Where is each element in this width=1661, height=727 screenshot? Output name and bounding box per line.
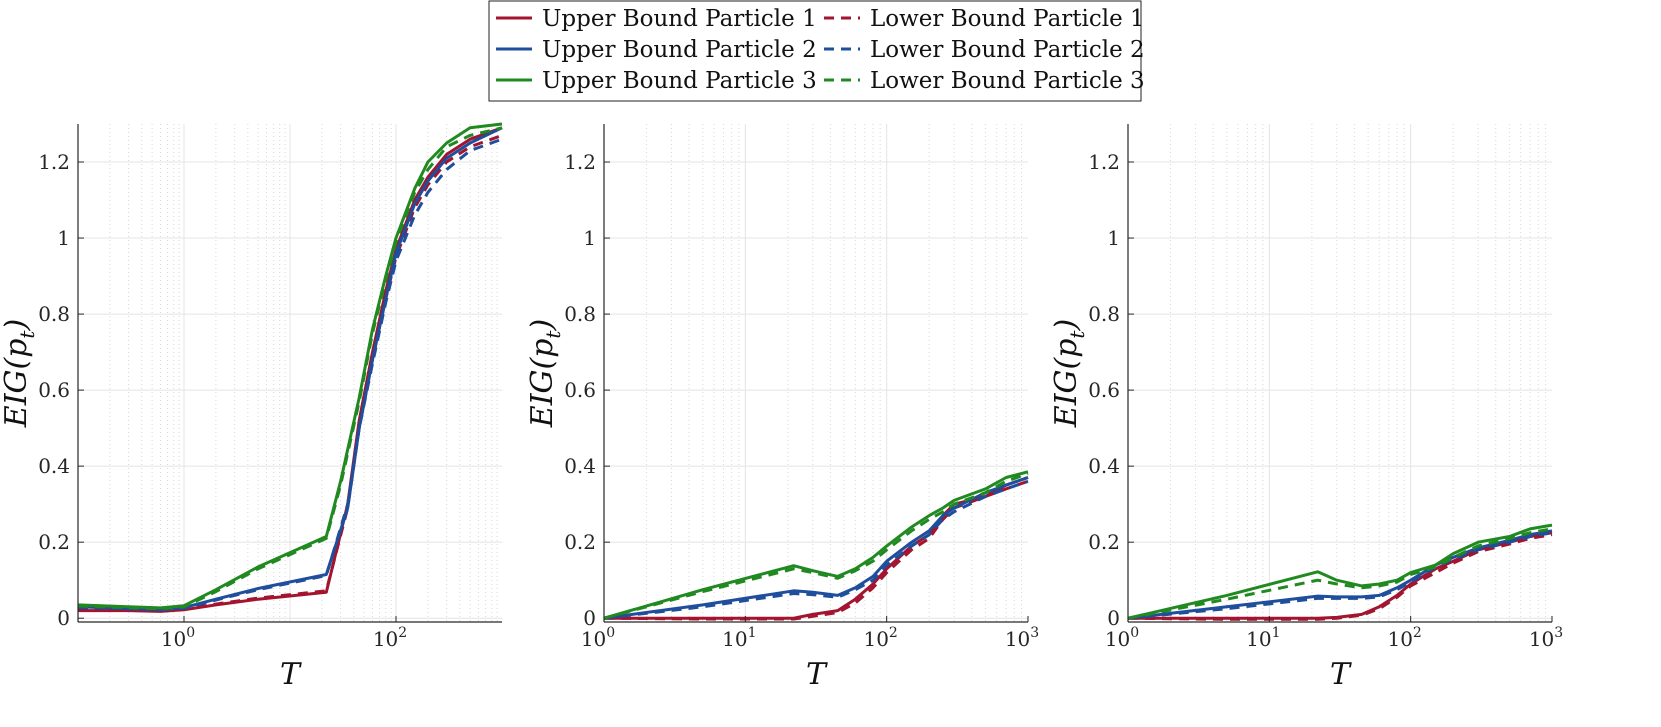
y-tick-label: 0 bbox=[1107, 606, 1120, 630]
y-axis-title-close: ) bbox=[1049, 319, 1084, 332]
series-line bbox=[603, 479, 1029, 621]
series-line bbox=[1127, 529, 1553, 620]
x-tick-label: 102 bbox=[373, 625, 407, 651]
y-axis-title: EIG(pt) bbox=[525, 319, 565, 428]
y-tick-label: 0.2 bbox=[564, 530, 596, 554]
x-tick-exponent: 2 bbox=[1413, 625, 1422, 641]
x-tick-label: 102 bbox=[863, 625, 897, 651]
x-tick-exponent: 1 bbox=[748, 625, 757, 641]
legend-label: Upper Bound Particle 1 bbox=[542, 6, 817, 32]
x-tick-label: 100 bbox=[1105, 625, 1139, 651]
x-tick-base: 10 bbox=[1387, 627, 1412, 651]
x-tick-base: 10 bbox=[1005, 627, 1030, 651]
x-axis-title: T bbox=[280, 657, 302, 692]
legend-label: Lower Bound Particle 3 bbox=[870, 68, 1145, 94]
y-tick-label: 0.6 bbox=[1088, 378, 1120, 402]
x-tick-label: 101 bbox=[1246, 625, 1280, 651]
series-line bbox=[1127, 531, 1553, 620]
y-axis-title-subscript: t bbox=[541, 330, 565, 339]
y-tick-label: 0.8 bbox=[38, 302, 70, 326]
y-tick-label: 1 bbox=[57, 226, 70, 250]
y-axis-title-subscript: t bbox=[1065, 330, 1089, 339]
x-axis-title: T bbox=[1330, 657, 1352, 692]
series-line bbox=[1127, 533, 1553, 621]
series-line bbox=[603, 476, 1029, 620]
x-tick-label: 103 bbox=[1005, 625, 1039, 651]
y-axis-title-main: EIG(p bbox=[525, 339, 560, 429]
y-tick-label: 1 bbox=[1107, 226, 1120, 250]
x-tick-base: 10 bbox=[161, 627, 186, 651]
legend-label: Upper Bound Particle 2 bbox=[542, 37, 817, 63]
x-tick-label: 103 bbox=[1529, 625, 1563, 651]
series-line bbox=[604, 476, 1029, 620]
series-line bbox=[603, 470, 1029, 620]
y-tick-label: 0.2 bbox=[38, 530, 70, 554]
legend-label: Upper Bound Particle 3 bbox=[542, 68, 817, 94]
legend-label: Lower Bound Particle 1 bbox=[870, 6, 1145, 32]
series-line bbox=[1127, 527, 1553, 620]
y-tick-label: 1.2 bbox=[38, 150, 70, 174]
y-axis-title-main: EIG(p bbox=[1049, 339, 1084, 429]
y-axis-title: EIG(pt) bbox=[0, 319, 39, 428]
x-tick-exponent: 0 bbox=[1130, 625, 1139, 641]
y-tick-label: 0 bbox=[57, 606, 70, 630]
x-tick-base: 10 bbox=[1529, 627, 1554, 651]
y-axis-title-close: ) bbox=[525, 319, 560, 332]
x-tick-exponent: 3 bbox=[1030, 625, 1039, 641]
x-tick-base: 10 bbox=[581, 627, 606, 651]
y-axis-title-close: ) bbox=[0, 319, 34, 332]
x-tick-label: 102 bbox=[1387, 625, 1421, 651]
series-line bbox=[603, 479, 1029, 620]
x-axis-title: T bbox=[806, 657, 828, 692]
y-axis-title: EIG(pt) bbox=[1049, 319, 1089, 428]
y-tick-label: 0.2 bbox=[1088, 530, 1120, 554]
y-tick-label: 0.4 bbox=[1088, 454, 1120, 478]
y-tick-label: 0.8 bbox=[1088, 302, 1120, 326]
x-tick-exponent: 0 bbox=[186, 625, 195, 641]
legend-label: Lower Bound Particle 2 bbox=[870, 37, 1145, 63]
y-tick-label: 0.8 bbox=[564, 302, 596, 326]
y-tick-label: 0.4 bbox=[564, 454, 596, 478]
legend: Upper Bound Particle 1 Lower Bound Partic… bbox=[488, 0, 1145, 102]
x-tick-base: 10 bbox=[1246, 627, 1271, 651]
x-tick-exponent: 1 bbox=[1272, 625, 1281, 641]
x-tick-exponent: 2 bbox=[398, 625, 407, 641]
series-line bbox=[603, 472, 1029, 620]
x-tick-base: 10 bbox=[722, 627, 747, 651]
x-tick-label: 101 bbox=[722, 625, 756, 651]
x-tick-exponent: 0 bbox=[606, 625, 615, 641]
y-tick-label: 0.6 bbox=[38, 378, 70, 402]
x-tick-base: 10 bbox=[1105, 627, 1130, 651]
y-tick-label: 0.4 bbox=[38, 454, 70, 478]
x-tick-label: 100 bbox=[161, 625, 195, 651]
x-tick-base: 10 bbox=[863, 627, 888, 651]
series-line bbox=[77, 126, 503, 612]
y-tick-label: 1.2 bbox=[564, 150, 596, 174]
y-axis-title-subscript: t bbox=[15, 330, 39, 339]
y-tick-label: 0.6 bbox=[564, 378, 596, 402]
x-tick-label: 100 bbox=[581, 625, 615, 651]
x-tick-exponent: 3 bbox=[1554, 625, 1563, 641]
y-tick-label: 0 bbox=[583, 606, 596, 630]
x-tick-base: 10 bbox=[373, 627, 398, 651]
y-tick-label: 1.2 bbox=[1088, 150, 1120, 174]
series-line bbox=[1127, 523, 1553, 620]
x-tick-exponent: 2 bbox=[889, 625, 898, 641]
y-axis-title-main: EIG(p bbox=[0, 339, 34, 429]
legend-box bbox=[488, 0, 1142, 102]
y-tick-label: 1 bbox=[583, 226, 596, 250]
